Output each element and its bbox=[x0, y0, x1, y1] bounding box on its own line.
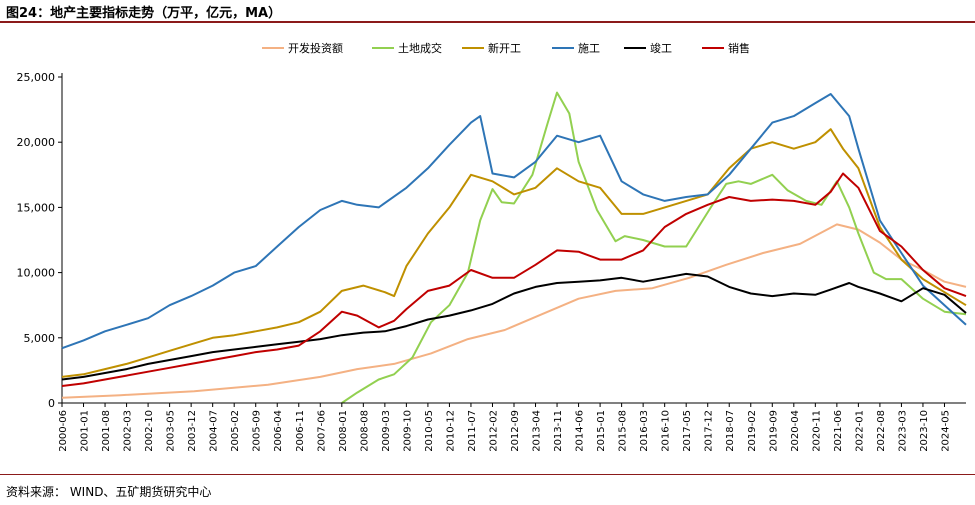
x-tick-label: 2017-05 bbox=[682, 410, 693, 452]
x-tick-label: 2024-05 bbox=[940, 410, 951, 452]
x-tick-label: 2003-12 bbox=[187, 410, 198, 452]
legend-label: 新开工 bbox=[488, 41, 521, 55]
x-tick-label: 2016-03 bbox=[639, 410, 650, 452]
legend-label: 施工 bbox=[578, 42, 600, 55]
x-tick-label: 2005-02 bbox=[230, 410, 241, 452]
y-tick-label: 15,000 bbox=[17, 201, 56, 214]
legend-label: 销售 bbox=[728, 41, 750, 55]
x-tick-label: 2020-04 bbox=[790, 410, 801, 452]
series-line bbox=[61, 272, 967, 381]
series-line bbox=[61, 93, 967, 350]
y-tick-label: 20,000 bbox=[17, 136, 56, 149]
x-tick-label: 2002-03 bbox=[123, 410, 134, 452]
x-tick-label: 2005-09 bbox=[252, 410, 263, 452]
x-tick-label: 2001-01 bbox=[80, 410, 91, 452]
line-chart: 开发投资额 土地成交 新开工 施工 竣工 销售 0 5,000 10,000 15,000 20,… bbox=[17, 41, 967, 452]
x-tick-label: 2016-10 bbox=[661, 410, 672, 452]
x-tick-label: 2019-09 bbox=[768, 410, 779, 452]
series-line bbox=[61, 223, 967, 399]
x-tick-label: 2010-12 bbox=[445, 410, 456, 452]
y-tick-label: 5,000 bbox=[24, 332, 56, 345]
x-tick-label: 2017-12 bbox=[704, 410, 715, 452]
x-tick-label: 2001-08 bbox=[101, 410, 112, 452]
legend-label: 土地成交 bbox=[398, 41, 442, 55]
chart-title: 图24：地产主要指标走势（万平，亿元，MA） bbox=[6, 6, 282, 21]
x-tick-label: 2013-04 bbox=[532, 410, 543, 452]
y-tick-label: 25,000 bbox=[17, 71, 56, 84]
x-tick-label: 2004-07 bbox=[209, 410, 220, 452]
legend-label: 开发投资额 bbox=[288, 41, 343, 55]
series-group bbox=[61, 91, 967, 404]
legend-label: 竣工 bbox=[650, 41, 672, 55]
legend: 开发投资额 土地成交 新开工 施工 竣工 销售 bbox=[262, 41, 750, 55]
series-line bbox=[61, 128, 967, 378]
x-tick-label: 2019-02 bbox=[747, 410, 758, 452]
x-tick-label: 2015-08 bbox=[618, 410, 629, 452]
x-tick-label: 2022-01 bbox=[854, 410, 865, 452]
x-tick-label: 2012-02 bbox=[488, 410, 499, 452]
x-tick-label: 2014-06 bbox=[575, 410, 586, 452]
title-divider bbox=[0, 21, 975, 23]
x-tick-label: 2009-03 bbox=[381, 410, 392, 452]
x-tick-label: 2023-10 bbox=[919, 410, 930, 452]
x-tick-label: 2010-05 bbox=[424, 410, 435, 452]
x-tick-label: 2003-05 bbox=[166, 410, 177, 452]
x-tick-label: 2013-11 bbox=[553, 410, 564, 452]
x-tick-label: 2012-09 bbox=[510, 410, 521, 452]
x-tick-label: 2009-10 bbox=[402, 410, 413, 452]
x-tick-label: 2006-04 bbox=[273, 410, 284, 452]
x-tick-label: 2018-07 bbox=[725, 410, 736, 452]
x-tick-label: 2008-08 bbox=[359, 410, 370, 452]
y-tick-label: 0 bbox=[48, 397, 55, 410]
source-divider bbox=[0, 474, 975, 475]
x-tick-label: 2023-03 bbox=[897, 410, 908, 452]
y-axis: 0 5,000 10,000 15,000 20,000 25,000 bbox=[17, 71, 63, 410]
series-line bbox=[341, 91, 967, 404]
x-axis: 2000-06 2001-01 2001-08 2002-03 2002-10 2003-… bbox=[58, 402, 966, 452]
x-tick-label: 2006-11 bbox=[295, 410, 306, 452]
x-tick-label: 2015-01 bbox=[596, 410, 607, 452]
x-tick-label: 2007-06 bbox=[316, 410, 327, 452]
x-tick-label: 2022-08 bbox=[876, 410, 887, 452]
source-note: 资料来源： WIND、五矿期货研究中心 bbox=[6, 485, 212, 499]
x-tick-label: 2008-01 bbox=[338, 410, 349, 452]
x-tick-label: 2021-06 bbox=[833, 410, 844, 452]
x-tick-label: 2011-07 bbox=[467, 410, 478, 452]
x-tick-label: 2020-11 bbox=[811, 410, 822, 452]
series-line bbox=[61, 172, 967, 387]
y-tick-label: 10,000 bbox=[17, 267, 56, 280]
x-tick-label: 2000-06 bbox=[58, 410, 69, 452]
x-tick-label: 2002-10 bbox=[144, 410, 155, 452]
